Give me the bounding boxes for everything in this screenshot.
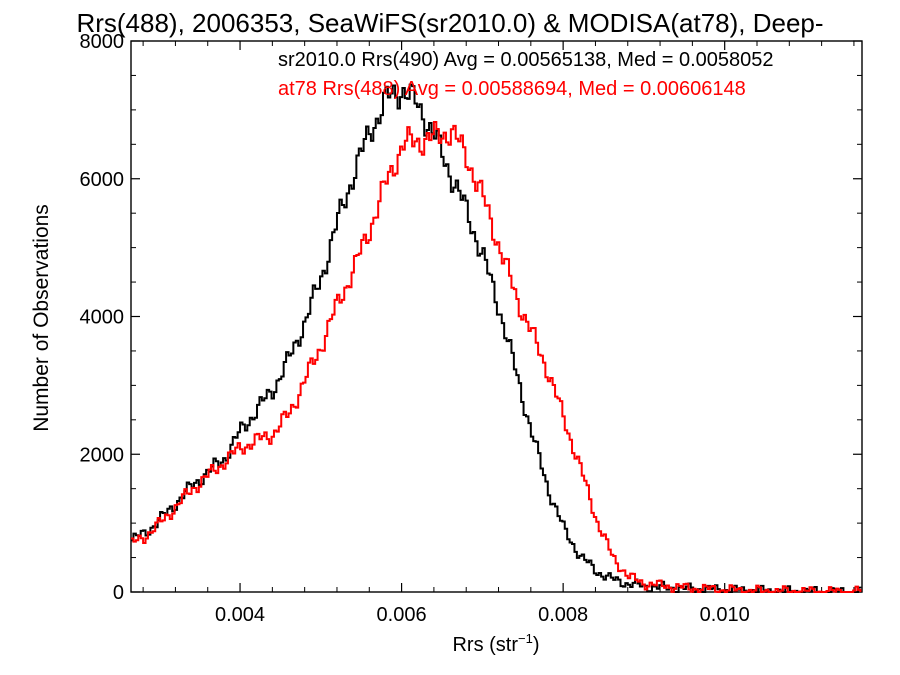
plot-frame (130, 40, 863, 593)
legend-entry-0: sr2010.0 Rrs(490) Avg = 0.00565138, Med … (278, 49, 774, 71)
x-tick-label: 0.008 (538, 604, 588, 626)
y-tick-label: 8000 (80, 31, 125, 53)
legend-entry-1: at78 Rrs(488) Avg = 0.00588694, Med = 0.… (278, 78, 746, 100)
y-tick-label: 4000 (80, 307, 125, 329)
x-axis-label: Rrs (str−1) (452, 631, 539, 656)
axes-frame (130, 40, 863, 593)
x-tick-label: 0.010 (700, 604, 750, 626)
series-0-histogram-line (131, 83, 862, 593)
x-axis-label-close: ) (533, 634, 540, 656)
y-tick-label: 6000 (80, 169, 125, 191)
y-axis-label: Number of Observations (30, 204, 53, 432)
x-axis-ticks: 0.004 0.006 0.008 0.010 (142, 41, 855, 626)
x-axis-label-main: Rrs (str (452, 634, 518, 656)
y-tick-label: 0 (113, 582, 124, 604)
y-axis-ticks: 0 2000 4000 6000 8000 (80, 31, 862, 604)
x-axis-label-superscript: −1 (518, 631, 533, 646)
series-layer (131, 83, 862, 593)
x-tick-label: 0.004 (215, 604, 265, 626)
x-tick-label: 0.006 (377, 604, 427, 626)
chart-title: Rrs(488), 2006353, SeaWiFS(sr2010.0) & M… (76, 8, 823, 38)
series-1-histogram-line (131, 120, 862, 593)
y-tick-label: 2000 (80, 444, 125, 466)
